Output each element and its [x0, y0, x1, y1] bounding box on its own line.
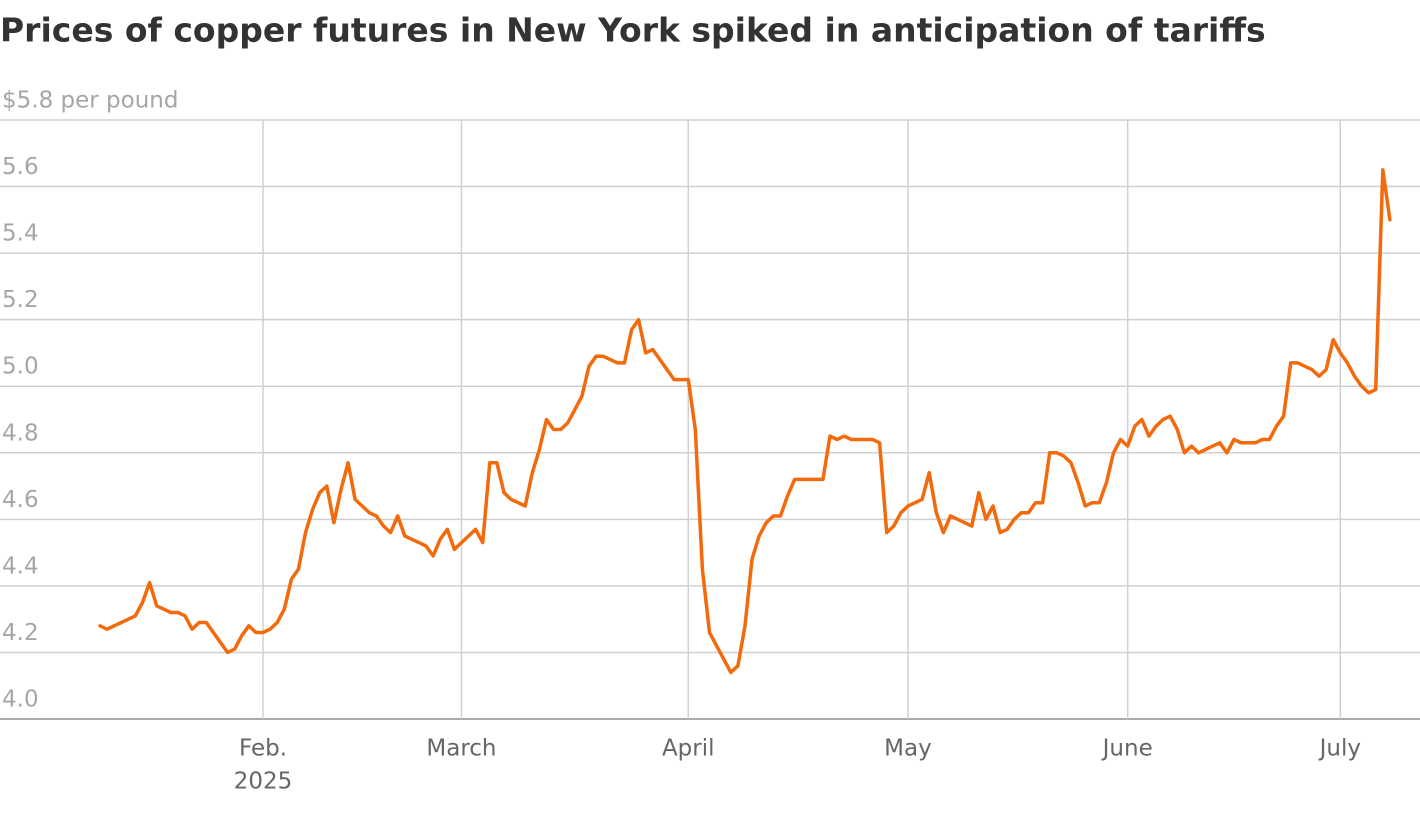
- x-tick-label: May: [884, 736, 932, 762]
- y-tick-label: 5.0: [2, 354, 39, 380]
- y-tick-label: 4.2: [2, 620, 39, 646]
- x-tick-label: July: [1318, 736, 1361, 762]
- price-line: [98, 168, 1392, 675]
- chart-title: Prices of copper futures in New York spi…: [0, 11, 1266, 50]
- x-year-label: 2025: [234, 769, 293, 795]
- x-tick-label: June: [1101, 736, 1153, 762]
- y-tick-label: 5.4: [2, 221, 39, 247]
- x-tick-label: Feb.: [239, 736, 287, 762]
- y-tick-label: $5.8 per pound: [2, 88, 178, 114]
- y-tick-label: 4.0: [2, 687, 39, 713]
- x-tick-label: March: [426, 736, 496, 762]
- y-tick-label: 4.8: [2, 420, 39, 446]
- y-tick-label: 4.6: [2, 487, 39, 513]
- y-tick-label: 5.6: [2, 154, 39, 180]
- y-tick-label: 5.2: [2, 287, 39, 313]
- x-tick-label: April: [662, 736, 715, 762]
- y-tick-label: 4.4: [2, 553, 39, 579]
